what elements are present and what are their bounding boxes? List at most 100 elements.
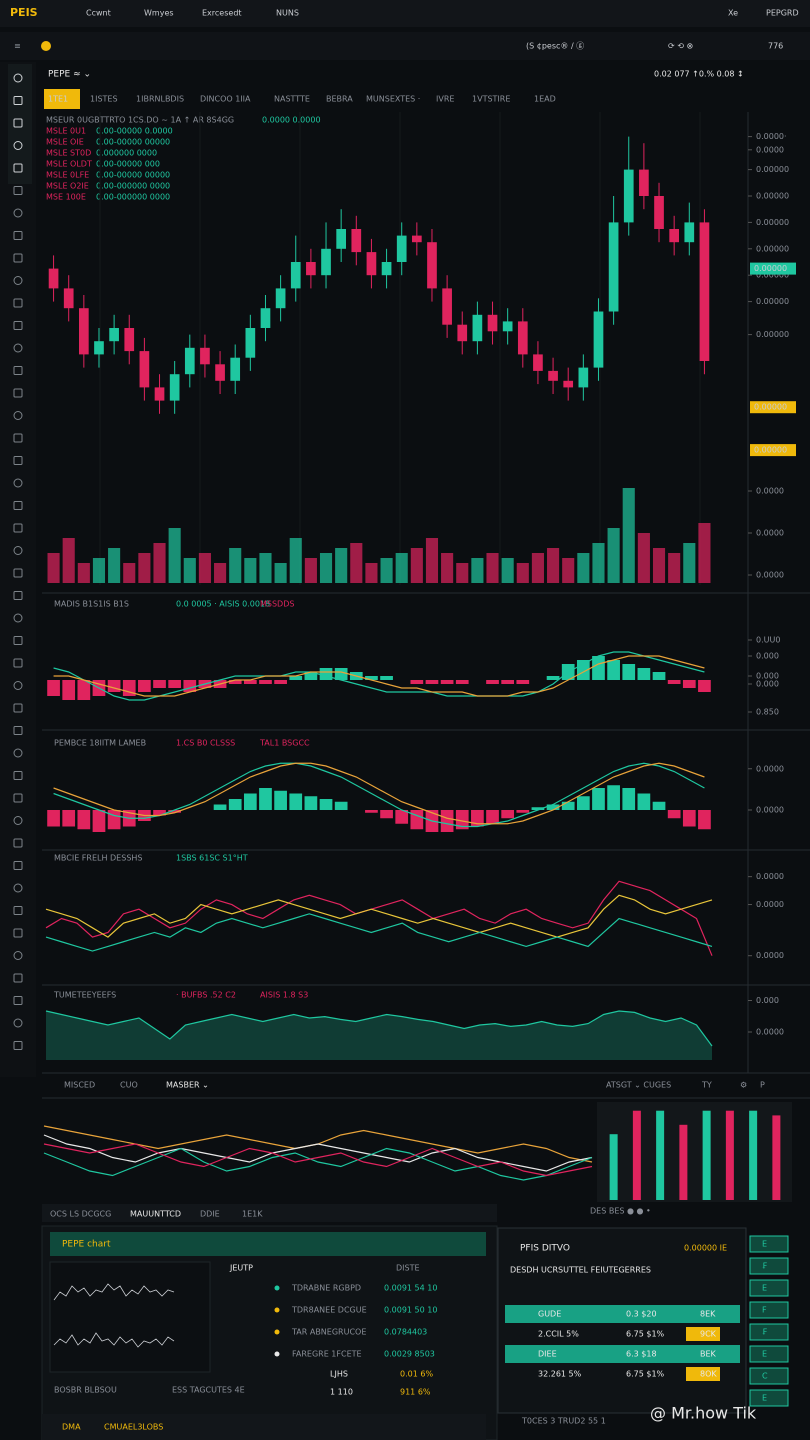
watermark: @ Mr.how Tik <box>650 1404 757 1423</box>
tool-icon[interactable] <box>13 681 23 690</box>
nav-item[interactable]: NUNS <box>276 9 299 18</box>
tool-icon[interactable] <box>13 838 23 848</box>
tool-icon[interactable] <box>13 951 23 960</box>
tool-icon[interactable] <box>13 591 23 600</box>
timeframe-tab[interactable]: 1IBRNLBDIS <box>136 95 184 104</box>
order-list: TDRABNE RGBPD 0.0091 54 10 TDR8ANEE DCGUE 0… <box>274 1284 437 1397</box>
panel-tab[interactable]: DDIE <box>200 1210 220 1219</box>
bottom-icon[interactable]: TY <box>701 1081 712 1090</box>
tool-icon[interactable] <box>13 73 23 83</box>
bottom-tab[interactable]: MASBER ⌄ <box>166 1081 209 1090</box>
histogram-bar <box>243 680 257 684</box>
side-button[interactable] <box>749 1367 789 1385</box>
toolbar-tools[interactable]: ⟳ ⟲ ⊗ <box>668 42 693 51</box>
tool-icon[interactable] <box>13 96 23 105</box>
nav-item[interactable]: Ccwnt <box>86 9 111 18</box>
tool-icon[interactable] <box>13 568 23 578</box>
tool-icon[interactable] <box>13 388 23 398</box>
tool-icon[interactable] <box>13 658 23 668</box>
tool-icon[interactable] <box>13 816 23 825</box>
bottom-tab[interactable]: MISCED <box>64 1081 95 1090</box>
tool-icon[interactable] <box>13 456 23 465</box>
histogram-bar <box>183 680 197 692</box>
toolbar-zoom[interactable]: 776 <box>768 42 783 51</box>
tool-icon[interactable] <box>13 906 23 915</box>
side-button[interactable] <box>749 1345 789 1363</box>
bottom-icon[interactable]: P <box>760 1081 765 1090</box>
tool-icon[interactable] <box>13 118 23 128</box>
brand[interactable]: PEIS <box>10 6 38 19</box>
bottom-icon[interactable]: ⚙ <box>740 1081 747 1090</box>
tool-icon[interactable] <box>13 928 23 938</box>
timeframe-tab[interactable]: 1EAD <box>534 95 556 104</box>
timeframe-tab[interactable]: 1VTSTIRE <box>472 95 510 104</box>
side-button[interactable] <box>749 1389 789 1407</box>
symbol[interactable]: PEPE ≈ ⌄ <box>48 70 91 80</box>
tool-icon[interactable] <box>13 321 23 330</box>
side-button[interactable] <box>749 1235 789 1253</box>
bottom-tab[interactable]: ATSGT ⌄ CUGES <box>606 1081 671 1090</box>
side-button[interactable] <box>749 1301 789 1319</box>
histogram-bar <box>47 680 60 696</box>
tool-icon[interactable] <box>13 883 23 893</box>
tool-icon[interactable] <box>13 861 23 870</box>
tool-icon[interactable] <box>13 253 23 263</box>
tool-icon[interactable] <box>13 973 23 983</box>
nav-item[interactable]: Wmyes <box>144 9 174 18</box>
candle-body <box>669 229 680 243</box>
panel-tab[interactable]: MAUUNTTCD <box>130 1210 181 1219</box>
timeframe-tab[interactable]: BEBRA <box>326 95 353 104</box>
tool-icon[interactable] <box>13 748 23 758</box>
toolbar-tools[interactable]: (S ¢pesc® / ⓖ <box>526 42 584 51</box>
pane-values: 0.0 0005 · AISIS 0.0018 <box>176 600 270 609</box>
tool-icon[interactable] <box>13 1018 23 1028</box>
tool-icon[interactable] <box>13 546 23 555</box>
tool-icon[interactable] <box>13 186 23 195</box>
timeframe-tab[interactable]: NASTTTE <box>274 95 310 104</box>
tool-icon[interactable] <box>13 613 23 623</box>
tool-icon[interactable] <box>13 343 23 353</box>
tool-icon[interactable] <box>13 703 23 713</box>
tool-icon[interactable] <box>13 771 23 780</box>
timeframe-tab[interactable]: MUNSEXTES · <box>366 95 420 104</box>
tool-icon[interactable] <box>13 276 23 285</box>
timeframe-tab[interactable]: 1TE1 <box>48 95 68 104</box>
tool-icon[interactable] <box>13 726 23 735</box>
tool-icon[interactable] <box>13 793 23 803</box>
timeframe-tab[interactable]: DINCOO 1IIA <box>200 95 251 104</box>
tool-icon[interactable] <box>13 231 23 240</box>
bottom-tab[interactable]: CUO <box>120 1081 138 1090</box>
nav-item[interactable]: Exrcesedt <box>202 9 242 18</box>
tool-icon[interactable] <box>13 411 23 420</box>
candle-body <box>533 354 543 371</box>
candle-body <box>699 222 710 361</box>
tool-icon[interactable] <box>13 298 23 308</box>
tool-icon[interactable] <box>13 478 23 488</box>
tool-icon[interactable] <box>13 141 23 150</box>
tool-icon[interactable] <box>13 996 23 1005</box>
timeframe-tab[interactable]: 1ISTES <box>90 95 118 104</box>
tool-icon[interactable] <box>13 208 23 218</box>
nav-item[interactable]: PEPGRD <box>766 9 799 18</box>
tool-icon[interactable] <box>13 163 23 173</box>
side-button-label: F <box>762 1306 767 1315</box>
tool-icon[interactable] <box>13 366 23 375</box>
menu-icon[interactable]: ≡ <box>14 42 21 51</box>
side-button[interactable] <box>749 1257 789 1275</box>
timeframe-tab[interactable]: IVRE <box>436 95 454 104</box>
tool-icon[interactable] <box>13 501 23 510</box>
price-tag <box>750 444 796 457</box>
tool-icon[interactable] <box>13 523 23 533</box>
histogram-bar <box>228 680 242 684</box>
histogram-bar <box>107 680 121 692</box>
side-button[interactable] <box>749 1279 789 1297</box>
panel-tab[interactable]: OCS LS DCGCG <box>50 1210 111 1219</box>
panel-tab[interactable]: 1E1K <box>242 1210 263 1219</box>
side-button[interactable] <box>749 1323 789 1341</box>
legend-value: 0.00-00000 00000 <box>96 171 170 180</box>
tool-icon[interactable] <box>13 433 23 443</box>
tool-icon[interactable] <box>13 636 23 645</box>
nav-icon[interactable]: Xe <box>728 9 738 18</box>
tool-icon[interactable] <box>13 1041 23 1050</box>
